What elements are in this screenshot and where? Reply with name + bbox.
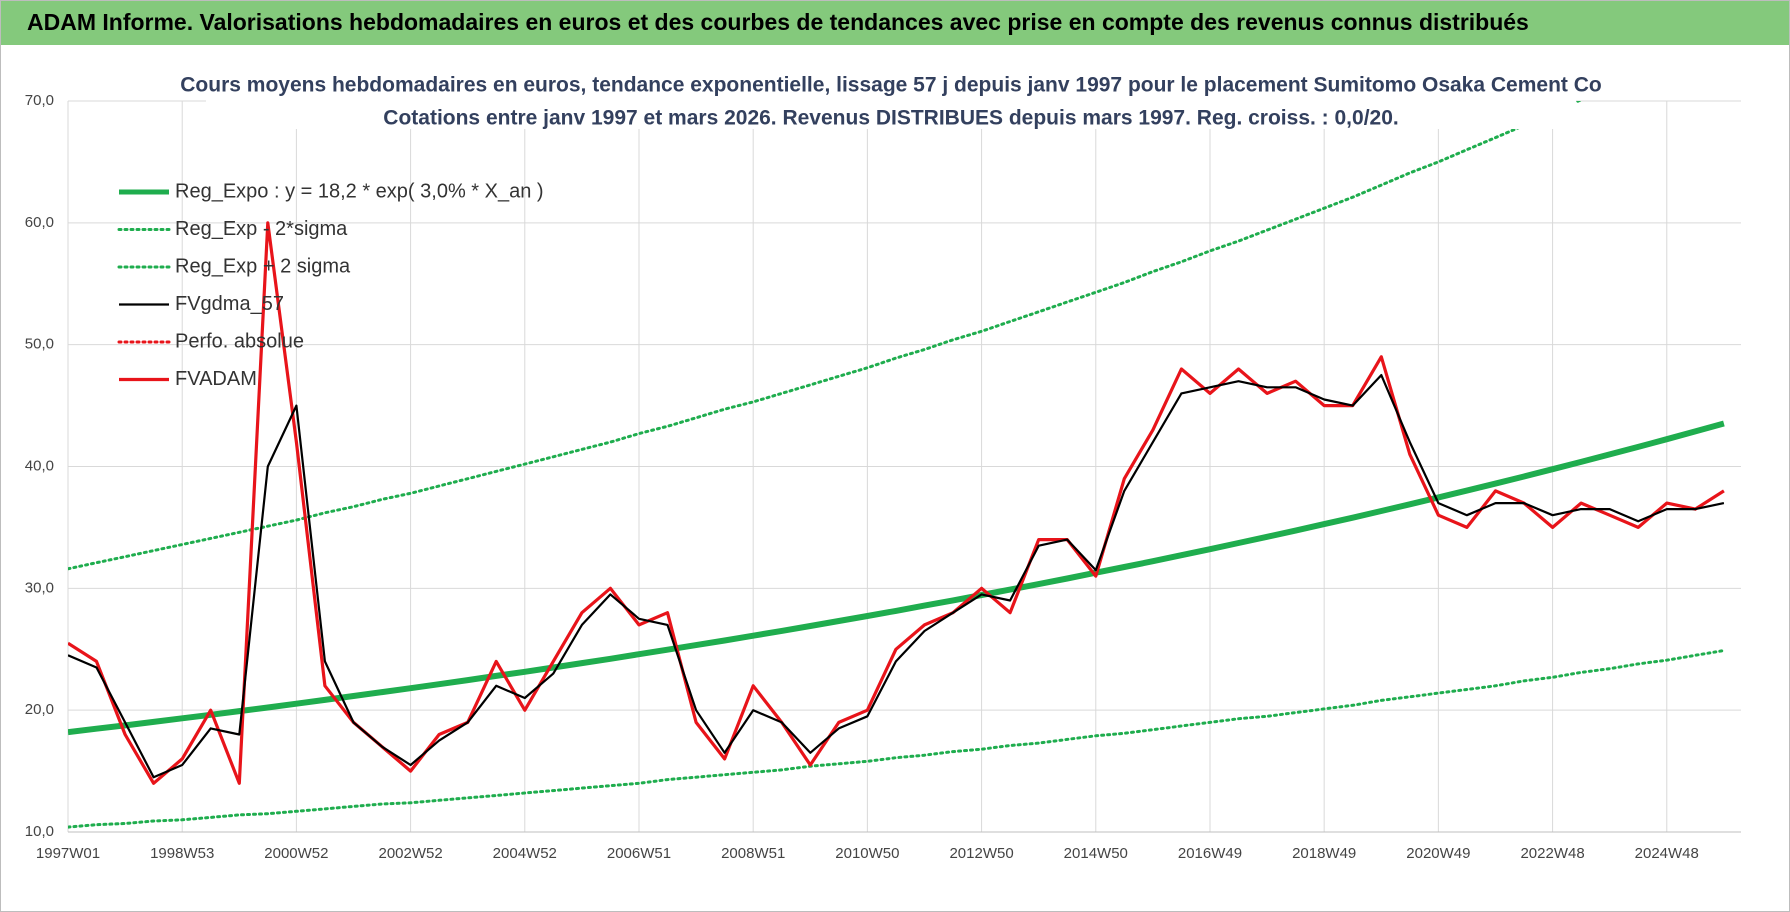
y-tick-label: 50,0 bbox=[25, 336, 54, 353]
series-line bbox=[68, 374, 1725, 779]
x-tick-label: 2002W52 bbox=[378, 845, 442, 862]
x-tick-label: 2016W49 bbox=[1178, 845, 1242, 862]
series-line bbox=[68, 101, 1583, 571]
y-tick-label: 40,0 bbox=[25, 457, 54, 474]
legend-label: Reg_Expo : y = 18,2 * exp( 3,0% * X_an ) bbox=[175, 180, 544, 202]
header-title: ADAM Informe. Valorisations hebdomadaire… bbox=[27, 9, 1529, 35]
x-tick-label: 2024W48 bbox=[1635, 845, 1699, 862]
legend-label: FVgdma_57 bbox=[175, 293, 284, 315]
y-tick-label: 20,0 bbox=[25, 701, 54, 718]
y-tick-label: 10,0 bbox=[25, 823, 54, 840]
x-tick-label: 2018W49 bbox=[1292, 845, 1356, 862]
header: ADAM Informe. Valorisations hebdomadaire… bbox=[1, 1, 1789, 45]
x-tick-label: 2022W48 bbox=[1520, 845, 1584, 862]
x-tick-label: 2006W51 bbox=[607, 845, 671, 862]
plot-lines bbox=[68, 101, 1726, 829]
y-tick-label: 60,0 bbox=[25, 214, 54, 231]
x-tick-label: 2020W49 bbox=[1406, 845, 1470, 862]
legend-label: FVADAM bbox=[175, 368, 257, 390]
x-tick-label: 1997W01 bbox=[36, 845, 100, 862]
grid: 10,0 20,0 30,0 40,0 50,0 60,0 70,0 1997W01 1998W… bbox=[25, 92, 1741, 862]
legend-label: Perfo. absolue bbox=[175, 330, 304, 352]
x-tick-label: 2004W52 bbox=[493, 845, 557, 862]
y-tick-label: 70,0 bbox=[25, 92, 54, 109]
legend-label: Reg_Exp + 2 sigma bbox=[175, 255, 351, 277]
x-tick-label: 1998W53 bbox=[150, 845, 214, 862]
series-line bbox=[68, 649, 1726, 829]
chart: 10,0 20,0 30,0 40,0 50,0 60,0 70,0 1997W01 1998W… bbox=[25, 67, 1741, 862]
series-line bbox=[68, 420, 1725, 736]
y-tick-label: 30,0 bbox=[25, 579, 54, 596]
chart-title: Cours moyens hebdomadaires en euros, ten… bbox=[180, 74, 1601, 97]
x-tick-label: 2000W52 bbox=[264, 845, 328, 862]
chart-subtitle: Cotations entre janv 1997 et mars 2026. … bbox=[383, 107, 1398, 130]
title-box bbox=[206, 67, 1576, 129]
x-tick-label: 2010W50 bbox=[835, 845, 899, 862]
x-tick-label: 2012W50 bbox=[949, 845, 1013, 862]
x-tick-label: 2014W50 bbox=[1064, 845, 1128, 862]
legend: Reg_Expo : y = 18,2 * exp( 3,0% * X_an )… bbox=[117, 180, 544, 390]
legend-label: Reg_Exp - 2*sigma bbox=[175, 218, 348, 240]
series-line bbox=[68, 221, 1725, 785]
x-tick-label: 2008W51 bbox=[721, 845, 785, 862]
